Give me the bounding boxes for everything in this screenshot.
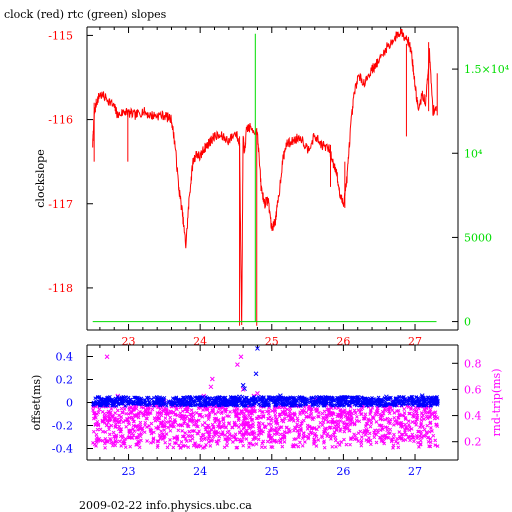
offset-outlier bbox=[179, 402, 185, 408]
round-trip-outlier bbox=[104, 354, 110, 360]
top-y-tick-label: -118 bbox=[48, 282, 73, 295]
top-chart-panel: 23 24 25 26 27-118-117-116-1150500010⁴1.5×10… bbox=[34, 26, 510, 348]
bottom-y2-tick-label: 0.2 bbox=[464, 436, 482, 449]
round-trip-points bbox=[91, 403, 440, 450]
offset-outlier bbox=[384, 394, 389, 400]
offset-outlier bbox=[237, 394, 242, 400]
top-y2-tick-label: 1.5×10⁴ bbox=[464, 63, 510, 76]
top-y2-tick-label: 0 bbox=[464, 316, 471, 329]
bottom-y2-axis-label: rnd-trip(ms) bbox=[490, 369, 503, 437]
offset-outlier bbox=[240, 382, 246, 388]
bottom-x-tick-label: 25 bbox=[265, 465, 279, 478]
offset-outlier bbox=[419, 393, 425, 398]
bottom-y-axis-label: offset(ms) bbox=[30, 375, 43, 431]
top-y2-tick-label: 5000 bbox=[464, 231, 492, 244]
bottom-y-tick-label: 0.2 bbox=[56, 374, 74, 387]
offset-outlier bbox=[255, 346, 260, 351]
bottom-y-tick-label: 0 bbox=[66, 397, 73, 410]
round-trip-outlier bbox=[208, 384, 214, 390]
round-trip-outlier bbox=[235, 362, 240, 367]
top-y-axis-label: clockslope bbox=[34, 149, 47, 207]
bottom-y-tick-label: -0.4 bbox=[52, 443, 73, 456]
bottom-x-tick-label: 23 bbox=[122, 465, 136, 478]
bottom-y2-tick-label: 0.8 bbox=[464, 357, 482, 370]
bottom-x-tick-label: 27 bbox=[408, 465, 422, 478]
bottom-x-tick-label: 24 bbox=[193, 465, 207, 478]
round-trip-outlier bbox=[209, 376, 215, 382]
bottom-chart-panel: 23 24 25 26 27 -0.4 -0.2 0 0.2 0.4 0.2 0.4 0.6 0.8 off… bbox=[30, 344, 503, 478]
bottom-y-tick-label: -0.2 bbox=[52, 420, 73, 433]
offset-points bbox=[91, 394, 440, 408]
footer-text: 2009-02-22 info.physics.ubc.ca bbox=[79, 499, 252, 512]
round-trip-outlier bbox=[238, 354, 244, 360]
round-trip-outlier bbox=[255, 390, 260, 396]
top-y2-tick-label: 10⁴ bbox=[464, 147, 483, 160]
bottom-y2-tick-label: 0.4 bbox=[464, 410, 482, 423]
offset-outlier bbox=[253, 371, 259, 377]
top-y-tick-label: -117 bbox=[48, 198, 73, 211]
top-y-tick-label: -116 bbox=[48, 114, 73, 127]
chart-title: clock (red) rtc (green) slopes bbox=[4, 8, 167, 21]
bottom-y-tick-label: 0.4 bbox=[56, 351, 74, 364]
top-y-tick-label: -115 bbox=[48, 29, 73, 42]
clock-slope-line bbox=[92, 28, 437, 326]
offset-outlier bbox=[278, 393, 283, 398]
offset-outlier bbox=[242, 386, 247, 392]
bottom-x-tick-label: 26 bbox=[336, 465, 350, 478]
bottom-y2-tick-label: 0.6 bbox=[464, 383, 482, 396]
